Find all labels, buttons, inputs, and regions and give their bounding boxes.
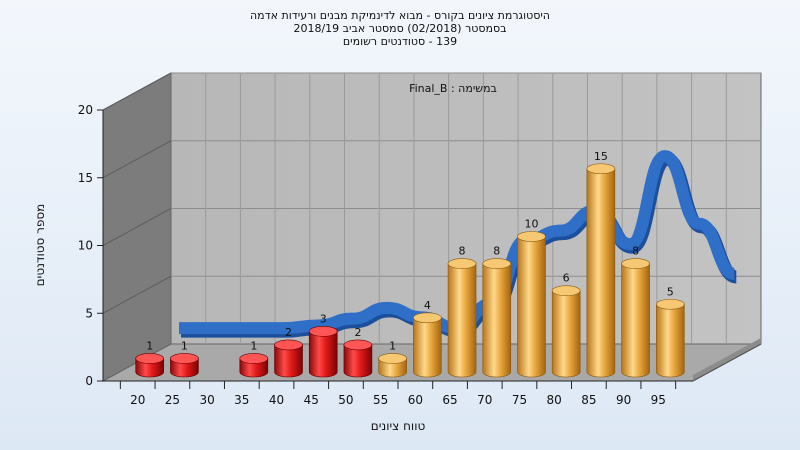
bar-value-label: 8 [459,245,466,258]
bar [239,353,269,378]
bar-top [586,163,616,175]
x-tick-label: 95 [651,393,666,407]
bar-top [170,353,199,364]
bar-value-label: 1 [389,339,396,352]
bar-top [343,339,373,351]
x-tick-label: 40 [269,393,284,407]
chart-title-line-2: בסמסטר (02/2018) סמסטר אביב 2018/19 [293,22,507,35]
bar [378,353,407,378]
x-tick-label: 75 [512,393,527,407]
bar-top [239,353,269,364]
bar [343,339,373,378]
bar [586,163,616,378]
gridline-side [102,72,172,111]
bar-top [413,312,442,324]
density-curve [178,150,736,335]
bar [655,298,685,378]
y-tick-label: 10 [78,239,93,253]
bar-body [343,344,373,378]
x-tick-label: 50 [338,393,353,407]
x-tick-label: 60 [408,393,423,407]
bar-value-label: 1 [250,339,257,352]
y-axis-title: מספר סטודנטים [33,204,47,287]
bar-value-label: 4 [424,299,431,312]
x-tick-label: 55 [373,393,388,407]
bar-value-label: 10 [524,218,538,231]
floor-edge [693,338,761,381]
bar-value-label: 1 [146,339,153,352]
bar [413,312,442,378]
bar-body [447,263,477,378]
chart-subtitle: במשימה : Final_B [409,82,497,95]
bar-top [621,258,650,269]
chart-title-line-3: 139 - סטודנטים רשומים [342,35,458,48]
bar-body [482,263,512,378]
x-tick-label: 70 [477,393,492,407]
bar-top [655,298,685,310]
bar-top [308,326,338,337]
x-tick-label: 65 [442,393,457,407]
chart-title-line-1: היסטוגרמת ציונים בקורס - מבוא לדינמיקת מ… [249,9,550,22]
bar [551,285,581,378]
bar-body [413,317,442,378]
bar-value-label: 6 [563,272,570,285]
y-tick-label: 0 [85,374,93,388]
x-axis-title: טווח ציונים [371,419,426,433]
bar-value-label: 8 [632,245,639,258]
bar-value-label: 2 [285,326,292,339]
x-tick-label: 90 [616,393,631,407]
bar-body [586,168,616,378]
bar-body [517,236,546,378]
bar-top [482,258,512,269]
bar [517,231,546,378]
bar [621,258,650,378]
x-tick-label: 35 [234,393,249,407]
y-tick-label: 15 [78,171,93,185]
floor-right-edge [692,343,762,382]
bar-body [308,331,338,378]
bar-value-label: 1 [181,339,188,352]
bar [447,258,477,378]
bar-value-label: 2 [354,326,361,339]
bar-top [378,353,407,364]
bar [135,353,165,378]
bar-top [447,258,477,269]
bar-body [655,303,685,378]
y-tick-label: 20 [78,103,93,117]
bar [308,326,338,378]
bar-top [274,339,303,351]
gridline-side [102,275,172,314]
x-tick-label: 20 [130,393,145,407]
bar-top [517,231,546,242]
chart-title: היסטוגרמת ציונים בקורס - מבוא לדינמיקת מ… [0,9,800,48]
bar-value-label: 3 [320,312,327,325]
x-tick-label: 25 [165,393,180,407]
bar [170,353,199,378]
bar-body [621,263,650,378]
bar-top [551,285,581,297]
bar-value-label: 5 [667,285,674,298]
y-tick-label: 5 [85,306,93,320]
x-tick-label: 80 [547,393,562,407]
bar-top [135,353,165,364]
x-tick-label: 45 [304,393,319,407]
gridline-side [102,140,172,179]
bar-body [551,290,581,378]
gridline-side [102,208,172,246]
bar [274,339,303,378]
x-tick-label: 85 [581,393,596,407]
x-tick-label: 30 [199,393,214,407]
bar-body [274,344,303,378]
bar-value-label: 15 [594,150,608,163]
bar [482,258,512,378]
bar-value-label: 8 [493,245,500,258]
